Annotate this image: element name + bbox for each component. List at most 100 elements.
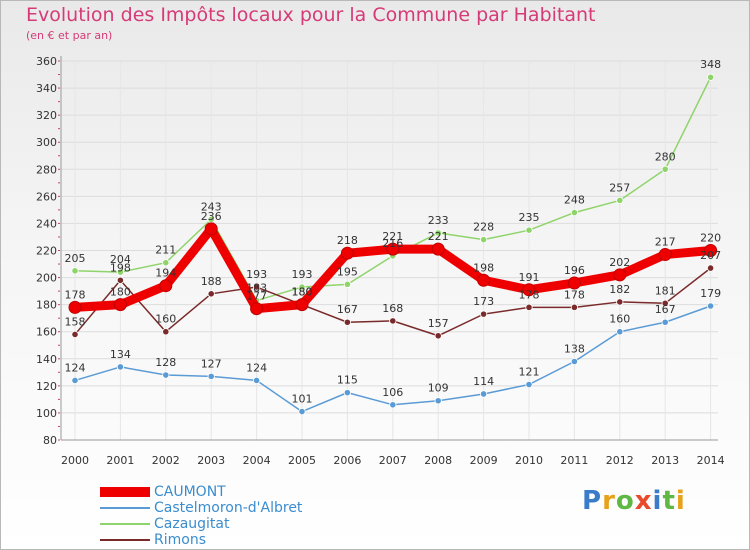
data-point <box>661 318 669 326</box>
data-point <box>343 280 351 288</box>
data-point <box>525 380 533 389</box>
data-label: 193 <box>246 268 267 281</box>
data-point <box>116 363 125 371</box>
data-point <box>298 407 306 416</box>
proxiti-logo: Proxiti <box>582 486 686 516</box>
data-point <box>389 317 397 325</box>
data-label: 173 <box>473 295 494 308</box>
data-point <box>616 328 624 336</box>
data-label: 158 <box>65 315 86 328</box>
data-point <box>71 267 79 275</box>
x-tick-label: 2011 <box>560 454 588 467</box>
data-label: 182 <box>609 283 630 296</box>
data-point <box>613 268 627 282</box>
data-point <box>159 279 173 293</box>
data-point <box>661 165 669 173</box>
x-tick-label: 2002 <box>152 454 180 467</box>
data-label: 157 <box>428 317 449 330</box>
legend-label: Castelmoron-d'Albret <box>154 500 303 516</box>
data-point <box>704 244 718 257</box>
data-point <box>706 73 715 81</box>
x-tick-label: 2003 <box>197 454 225 467</box>
data-point <box>343 389 351 397</box>
data-label: 191 <box>519 271 540 284</box>
data-point <box>250 302 264 316</box>
data-label: 180 <box>110 286 131 299</box>
legend-swatch-castelmoron <box>100 507 150 509</box>
data-label: 179 <box>700 287 721 300</box>
data-label: 115 <box>337 374 358 387</box>
data-label: 218 <box>337 234 358 247</box>
data-label: 160 <box>609 313 630 326</box>
y-tick-label: 340 <box>36 82 57 95</box>
y-tick-label: 140 <box>36 353 57 366</box>
data-point <box>434 397 442 405</box>
data-point <box>661 299 669 307</box>
data-point <box>434 229 442 237</box>
data-label: 101 <box>292 393 313 406</box>
data-label: 167 <box>337 303 358 316</box>
legend-swatch-caumont <box>100 487 150 497</box>
x-tick-label: 2000 <box>61 454 89 467</box>
data-point <box>340 246 354 260</box>
y-tick-label: 280 <box>36 163 57 176</box>
x-tick-label: 2004 <box>243 454 271 467</box>
data-label: 198 <box>110 261 131 274</box>
data-label: 180 <box>292 286 313 299</box>
data-label: 207 <box>700 249 721 262</box>
x-tick-label: 2007 <box>379 454 407 467</box>
data-label: 348 <box>700 58 721 71</box>
data-point <box>389 401 397 409</box>
chart-title: Evolution des Impôts locaux pour la Comm… <box>26 4 596 26</box>
data-label: 221 <box>382 230 403 243</box>
data-point <box>477 273 491 287</box>
data-point <box>68 300 82 314</box>
data-point <box>525 303 533 311</box>
y-tick-label: 80 <box>43 434 57 447</box>
data-point <box>434 332 442 340</box>
legend-label: Rimons <box>154 532 206 548</box>
data-label: 168 <box>382 302 403 315</box>
legend-swatch-rimons <box>100 539 150 541</box>
data-label: 195 <box>337 265 358 278</box>
data-label: 180 <box>292 286 313 299</box>
data-label: 236 <box>201 210 222 223</box>
data-label: 178 <box>519 288 540 301</box>
data-label: 106 <box>382 386 403 399</box>
data-point <box>113 298 127 312</box>
data-label: 243 <box>201 200 222 213</box>
data-label: 178 <box>65 288 86 301</box>
data-label: 160 <box>155 313 176 326</box>
data-label: 121 <box>519 366 540 379</box>
x-tick-label: 2010 <box>515 454 543 467</box>
data-label: 124 <box>65 361 86 374</box>
data-point <box>479 236 488 244</box>
data-label: 128 <box>155 356 176 369</box>
x-tick-label: 2009 <box>470 454 498 467</box>
data-label: 202 <box>609 256 630 269</box>
legend-label: CAUMONT <box>154 484 226 500</box>
data-point <box>616 298 624 306</box>
data-point <box>116 268 125 276</box>
data-point <box>658 248 672 262</box>
data-point <box>431 242 445 256</box>
y-tick-label: 240 <box>36 217 57 230</box>
data-label: 205 <box>65 252 86 265</box>
y-tick-label: 300 <box>36 136 57 149</box>
data-label: 138 <box>564 342 585 355</box>
data-point <box>567 276 581 290</box>
data-point <box>522 283 536 297</box>
data-label: 178 <box>564 288 585 301</box>
data-point <box>71 376 79 385</box>
data-point <box>71 330 79 339</box>
data-label: 196 <box>564 264 585 277</box>
x-tick-label: 2012 <box>606 454 634 467</box>
data-label: 193 <box>292 268 313 281</box>
data-point <box>253 376 261 385</box>
y-tick-label: 200 <box>36 272 57 285</box>
data-label: 183 <box>246 282 267 295</box>
data-label: 188 <box>201 275 222 288</box>
data-point <box>207 290 215 298</box>
data-label: 127 <box>201 357 222 370</box>
